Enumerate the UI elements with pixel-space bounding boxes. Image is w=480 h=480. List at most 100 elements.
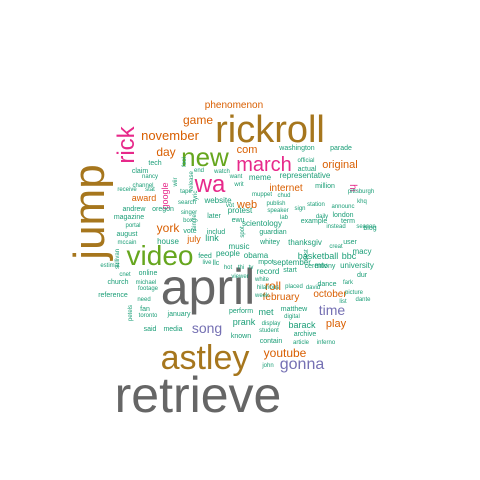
word-station: station — [307, 202, 325, 208]
word-pittsburgh: pittsburgh — [348, 189, 374, 195]
word-picture: picture — [345, 290, 364, 296]
word-writ: writ — [233, 182, 244, 188]
word-single: single — [192, 214, 198, 230]
word-user: user — [343, 239, 357, 246]
word-nancy: nancy — [142, 174, 158, 180]
word-digital: digital — [284, 314, 300, 320]
word-media: media — [163, 326, 182, 333]
word-receive: receive — [117, 187, 137, 193]
word-archive: archive — [294, 331, 317, 338]
word-mccain: mccain — [117, 240, 136, 246]
word-khq: khq — [357, 199, 367, 205]
word-rick: rick — [113, 125, 140, 163]
word-vot: vot — [226, 203, 234, 209]
word-live: live — [202, 260, 212, 266]
word-july: july — [186, 234, 201, 244]
word-creat: creat — [329, 244, 343, 250]
word-day: day — [156, 145, 175, 159]
word-whitey: whitey — [259, 239, 280, 246]
word-scientology: scientology — [242, 219, 282, 228]
word-season: season — [356, 224, 375, 230]
word-toronto: toronto — [139, 313, 158, 319]
word-fan: fan — [140, 306, 150, 313]
word-reference: reference — [98, 292, 128, 299]
word-cnet: cnet — [119, 272, 131, 278]
word-andrew: andrew — [123, 206, 147, 213]
word-best: best — [304, 249, 310, 261]
word-fark: fark — [343, 280, 354, 286]
word-fool: fool — [182, 157, 188, 167]
word-york: york — [157, 221, 181, 235]
word-phenomenon: phenomenon — [205, 100, 263, 111]
word-met: met — [258, 307, 274, 317]
word-mpot: mpot — [258, 259, 274, 266]
word-people: people — [216, 249, 241, 258]
word-play: play — [326, 318, 347, 330]
word-thanksgiv: thanksgiv — [288, 238, 322, 247]
word-million: million — [315, 183, 335, 190]
word-instead: instead — [326, 224, 345, 230]
word-includ: includ — [207, 229, 225, 236]
word-dante: dante — [355, 297, 371, 303]
word-week: week — [254, 293, 270, 299]
word-white: white — [254, 277, 270, 283]
word-hot: hot — [224, 265, 233, 271]
word-ceremony: ceremony — [305, 263, 336, 270]
word-viewer: viewer — [231, 274, 248, 280]
word-michael: michael — [136, 280, 157, 286]
word-ewu: ewu — [232, 217, 245, 224]
word-london: london — [332, 212, 353, 219]
word-want: want — [229, 174, 243, 180]
word-said: said — [144, 326, 157, 333]
word-online: online — [139, 270, 158, 277]
word-list: list — [339, 299, 347, 305]
word-thi: thi — [238, 265, 244, 271]
word-announc: announc — [331, 204, 354, 210]
word-hilarious: hilarious — [257, 285, 279, 291]
word-article: article — [293, 340, 310, 346]
word-placed: placed — [285, 284, 303, 290]
word-macy: macy — [352, 247, 371, 256]
word-university: university — [340, 261, 374, 270]
word-washington: washington — [278, 145, 315, 152]
word-january: january — [167, 311, 191, 318]
word-oregon: oregon — [152, 206, 174, 213]
word-tv: tv — [249, 265, 254, 271]
word-magazine: magazine — [114, 214, 144, 221]
word-parade: parade — [330, 145, 352, 152]
word-church: church — [107, 279, 128, 286]
word-muppet: muppet — [252, 192, 272, 198]
word-publish: publish — [266, 201, 285, 207]
word-john: john — [261, 363, 273, 369]
word-song: song — [192, 320, 222, 336]
word-daily: daily — [316, 214, 328, 220]
word-lyric: lyric — [193, 191, 199, 202]
word-stat: stat — [145, 187, 155, 193]
word-inferno: inferno — [317, 340, 336, 346]
word-official: official — [298, 158, 315, 164]
word-new: new — [181, 142, 229, 172]
word-perform: perform — [229, 308, 253, 315]
word-petels: petels — [128, 305, 134, 321]
word-need: need — [137, 297, 150, 303]
word-sign: sign — [294, 206, 305, 212]
word-astley: astley — [161, 339, 250, 377]
word-known: known — [231, 333, 251, 340]
word-portal: portal — [125, 223, 140, 229]
word-speaker: speaker — [267, 208, 288, 214]
word-matthew: matthew — [281, 306, 308, 313]
word-end: end — [194, 168, 204, 174]
word-later: later — [207, 213, 221, 220]
word-sullivan: sullivan — [115, 249, 121, 269]
word-original: original — [322, 159, 357, 171]
word-feed: feed — [198, 253, 212, 260]
word-contain: contain — [260, 338, 283, 345]
word-llc: llc — [213, 260, 220, 267]
word-actual: actual — [298, 166, 317, 173]
word-footage: footage — [138, 286, 159, 292]
word-game: game — [183, 113, 213, 127]
word-guardian: guardian — [259, 229, 286, 236]
word-release: release — [189, 171, 195, 191]
